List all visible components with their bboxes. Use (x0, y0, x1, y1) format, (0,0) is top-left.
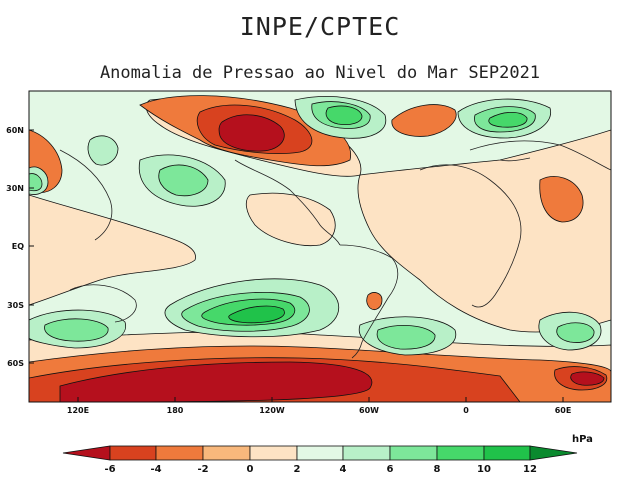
lon-label-120w: 120W (259, 406, 285, 415)
colorbar-tick-label: -2 (197, 464, 208, 475)
lon-label-120e: 120E (67, 406, 89, 415)
colorbar-segment (436, 445, 485, 461)
colorbar-segment (342, 445, 391, 461)
colorbar: hPa -6 -4 -2 0 2 4 6 8 10 12 (62, 434, 593, 475)
field-neg-eastpac (245, 192, 336, 246)
lat-label-30n: 30N (6, 184, 24, 193)
anomaly-field (29, 91, 611, 402)
field-pos4-northpac (158, 164, 209, 197)
field-neg2-southamerica (366, 292, 383, 310)
organization-title: INPE/CPTEC (239, 12, 401, 41)
field-neg2-atlantic (391, 104, 457, 137)
colorbar-tick-label: 0 (247, 464, 254, 475)
field-pos4-siberia (29, 173, 43, 192)
colorbar-tick-label: 8 (434, 464, 441, 475)
field-neg6-south (59, 361, 373, 402)
field-pos4-indian (556, 322, 595, 343)
colorbar-right-arrow (529, 445, 578, 461)
colorbar-segment (155, 445, 204, 461)
colorbar-left-arrow (62, 445, 111, 461)
colorbar-segment (483, 445, 531, 461)
field-neg6-indian (570, 371, 605, 386)
field-pos4-southatl (376, 325, 436, 350)
lat-label-60s: 60S (7, 359, 24, 368)
lat-label-60n: 60N (6, 126, 24, 135)
lat-label-eq: EQ (12, 242, 24, 251)
latitude-axis: 60N 30N EQ 30S 60S (6, 126, 34, 368)
field-neg2-arabia (539, 176, 584, 223)
field-neg-tropics (29, 194, 196, 306)
map-title: Anomalia de Pressao ao Nivel do Mar SEP2… (99, 63, 541, 83)
field-neg6-north (218, 114, 285, 152)
colorbar-tick-label: 10 (477, 464, 491, 475)
lon-label-60w: 60W (359, 406, 379, 415)
longitude-axis: 120E 180 120W 60W 0 60E (67, 397, 571, 415)
field-pos6-canada (325, 105, 363, 125)
field-pos4-westpac (44, 318, 109, 342)
colorbar-segment (109, 445, 157, 461)
field-pos2-eastasia (87, 135, 119, 166)
field-pos8-southpac (228, 305, 285, 324)
colorbar-tick-label: 6 (387, 464, 394, 475)
colorbar-tick-label: -6 (104, 464, 115, 475)
colorbar-tick-label: 4 (340, 464, 347, 475)
colorbar-tick-label: 12 (523, 464, 537, 475)
colorbar-tick-label: -4 (150, 464, 161, 475)
field-pos6-europe (488, 111, 528, 128)
coastlines (59, 140, 611, 359)
colorbar-segment (296, 445, 344, 461)
colorbar-segment (202, 445, 251, 461)
colorbar-segment (389, 445, 438, 461)
lon-label-0: 0 (463, 406, 469, 415)
lon-label-60e: 60E (555, 406, 572, 415)
colorbar-unit: hPa (572, 434, 593, 445)
lat-label-30s: 30S (7, 301, 24, 310)
colorbar-segment (249, 445, 298, 461)
colorbar-tick-label: 2 (294, 464, 301, 475)
lon-label-180: 180 (167, 406, 184, 415)
